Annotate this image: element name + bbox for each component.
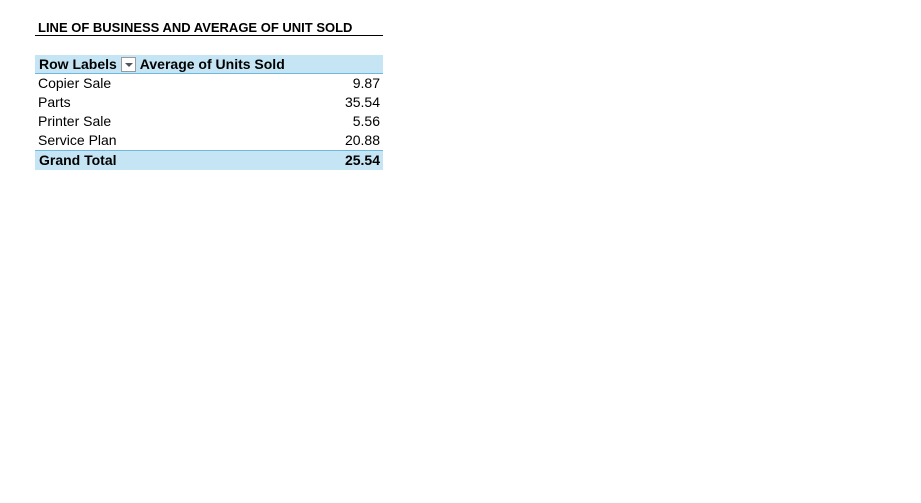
row-label: Printer Sale (38, 113, 112, 129)
value-column-header[interactable]: Average of Units Sold (139, 56, 285, 72)
row-label: Service Plan (38, 132, 117, 148)
row-labels-header[interactable]: Row Labels (35, 55, 136, 73)
table-row[interactable]: Service Plan 20.88 (35, 131, 383, 150)
grand-total-row[interactable]: Grand Total 25.54 (35, 150, 383, 170)
table-row[interactable]: Parts 35.54 (35, 93, 383, 112)
row-label: Parts (38, 94, 71, 110)
row-labels-header-text: Row Labels (39, 55, 117, 72)
grand-total-label: Grand Total (39, 152, 117, 168)
row-label: Copier Sale (38, 75, 112, 91)
row-value: 5.56 (352, 113, 380, 129)
pivot-header-row: Row Labels Average of Units Sold (35, 55, 383, 74)
report-title: LINE OF BUSINESS AND AVERAGE OF UNIT SOL… (35, 19, 383, 36)
table-row[interactable]: Printer Sale 5.56 (35, 112, 383, 131)
row-value: 35.54 (344, 94, 380, 110)
row-value: 9.87 (352, 75, 380, 91)
row-value: 20.88 (344, 132, 380, 148)
pivot-table: Row Labels Average of Units Sold Copier … (35, 55, 383, 170)
grand-total-value: 25.54 (344, 152, 380, 168)
chevron-down-icon (124, 62, 133, 67)
table-row[interactable]: Copier Sale 9.87 (35, 74, 383, 93)
filter-dropdown-button[interactable] (120, 56, 136, 72)
